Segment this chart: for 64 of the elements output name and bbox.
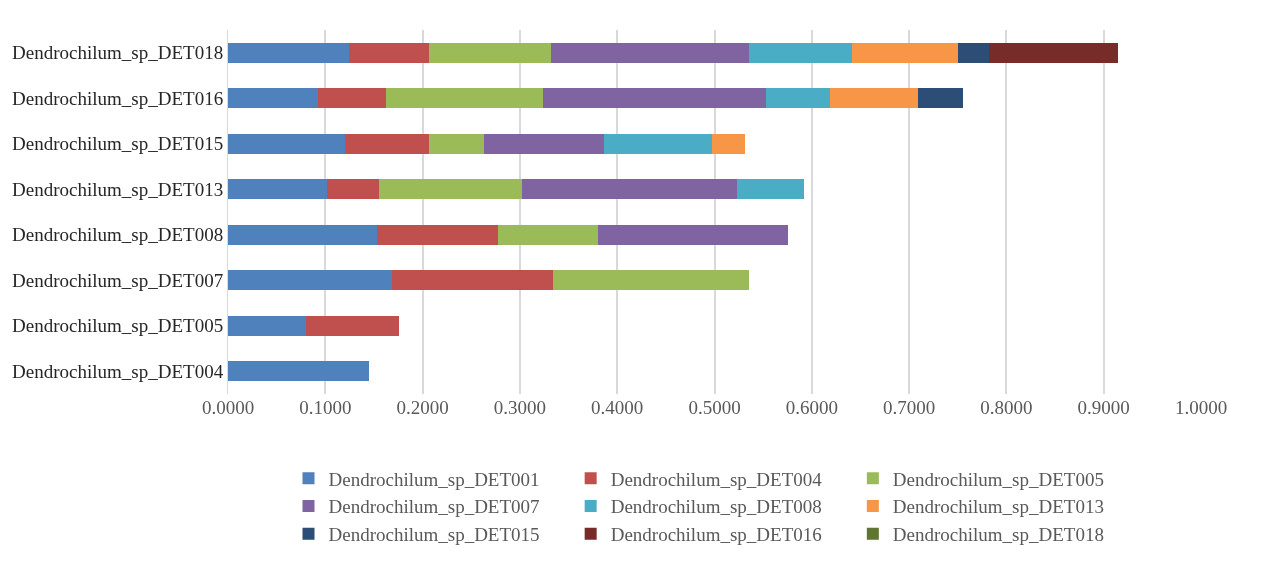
- legend-label: Dendrochilum_sp_DET001: [328, 468, 540, 490]
- legend-label: Dendrochilum_sp_DET013: [892, 496, 1104, 518]
- bar: [830, 88, 918, 109]
- legend-label: Dendrochilum_sp_DET004: [610, 468, 823, 490]
- x-tick-label: 0.7000: [882, 397, 936, 418]
- bar: [543, 88, 767, 109]
- bar: [551, 42, 749, 63]
- legend-label: Dendrochilum_sp_DET007: [328, 496, 540, 518]
- x-tick-label: 1.0000: [1174, 397, 1228, 418]
- bar: [305, 315, 400, 336]
- bar: [385, 88, 544, 109]
- bar: [736, 179, 805, 200]
- x-tick-label: 0.9000: [1077, 397, 1130, 418]
- bar: [957, 42, 989, 63]
- bar: [228, 42, 349, 63]
- bar: [552, 270, 749, 291]
- bar: [348, 42, 430, 63]
- x-tick-label: 0.5000: [688, 397, 741, 418]
- x-tick-label: 0.0000: [201, 397, 255, 418]
- bar: [429, 42, 552, 63]
- legend-label: Dendrochilum_sp_DET005: [892, 468, 1104, 490]
- bar: [378, 179, 522, 200]
- x-tick-label: 0.2000: [396, 397, 449, 418]
- bar: [597, 224, 789, 245]
- legend-label: Dendrochilum_sp_DET015: [328, 524, 540, 546]
- x-tick-label: 0.4000: [591, 397, 644, 418]
- y-tick-label: Dendrochilum_sp_DET007: [12, 269, 224, 291]
- bar: [851, 42, 958, 63]
- bar: [988, 42, 1119, 63]
- bar: [344, 133, 430, 154]
- y-tick-label: Dendrochilum_sp_DET008: [12, 224, 224, 246]
- bar: [521, 179, 737, 200]
- bar: [228, 88, 319, 109]
- y-tick-label: Dendrochilum_sp_DET005: [12, 315, 224, 337]
- bar: [498, 224, 598, 245]
- legend-label: Dendrochilum_sp_DET008: [610, 496, 822, 518]
- x-tick-label: 0.8000: [980, 397, 1033, 418]
- bar: [748, 42, 852, 63]
- bar: [228, 270, 393, 291]
- y-tick-label: Dendrochilum_sp_DET016: [12, 87, 224, 109]
- x-tick-label: 0.6000: [785, 397, 838, 418]
- bar: [228, 315, 306, 336]
- y-tick-label: Dendrochilum_sp_DET015: [12, 133, 224, 155]
- bar: [766, 88, 831, 109]
- bar: [429, 133, 484, 154]
- bar: [228, 361, 370, 382]
- bar: [376, 224, 499, 245]
- y-tick-label: Dendrochilum_sp_DET018: [12, 42, 224, 64]
- legend-label: Dendrochilum_sp_DET018: [892, 524, 1104, 546]
- bar: [392, 270, 553, 291]
- legend-label: Dendrochilum_sp_DET016: [610, 524, 822, 546]
- bar: [483, 133, 604, 154]
- bar: [327, 179, 379, 200]
- y-tick-label: Dendrochilum_sp_DET013: [12, 178, 224, 200]
- bar: [318, 88, 386, 109]
- bar: [228, 179, 328, 200]
- bar: [711, 133, 745, 154]
- bar: [228, 133, 345, 154]
- x-tick-label: 0.3000: [493, 397, 547, 418]
- bar: [603, 133, 712, 154]
- bar: [228, 224, 377, 245]
- bar: [917, 88, 963, 109]
- y-tick-label: Dendrochilum_sp_DET004: [12, 360, 224, 382]
- x-tick-label: 0.1000: [299, 397, 352, 418]
